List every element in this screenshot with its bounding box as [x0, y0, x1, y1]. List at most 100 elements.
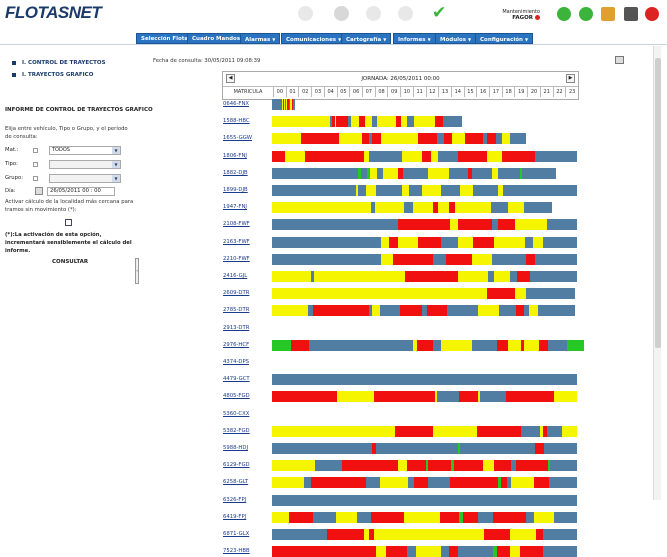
vehicle-plate-link[interactable]: 1947-FNJ [223, 204, 247, 211]
menu-item-7[interactable]: Configuración ▼ [475, 33, 534, 44]
next-day-button[interactable]: ▶ [566, 74, 575, 83]
vehicle-select[interactable]: TODOS ▼ [49, 146, 121, 155]
forward-arrow-icon[interactable] [579, 7, 593, 21]
timeline-segment [272, 443, 373, 454]
mail-icon[interactable] [334, 6, 349, 21]
scrollbar[interactable] [653, 46, 661, 500]
group-select[interactable]: ▼ [49, 174, 121, 183]
timeline-bar[interactable] [272, 339, 584, 351]
timeline-bar[interactable] [272, 511, 578, 523]
vehicle-plate-link[interactable]: 2609-DTR [223, 290, 250, 297]
vehicle-plate-link[interactable]: 0646-FNX [223, 101, 250, 107]
power-icon[interactable] [645, 7, 659, 21]
type-select[interactable]: ▼ [49, 160, 121, 169]
timeline-segment [301, 133, 340, 145]
timeline-bar[interactable] [272, 443, 578, 454]
timeline-bar[interactable] [272, 219, 578, 231]
vehicle-plate-link[interactable]: 5988-HDJ [223, 445, 249, 451]
timeline-segment [471, 339, 498, 351]
vehicle-plate-link[interactable]: 1806-FNJ [223, 152, 247, 159]
vehicle-plate-link[interactable]: 2163-FWF [223, 238, 250, 245]
timeline-bar[interactable] [272, 133, 577, 145]
menu-item-5[interactable]: Informes ▼ [393, 33, 436, 44]
timeline-bar[interactable] [272, 271, 578, 282]
timeline-bar[interactable] [272, 288, 577, 300]
vehicle-plate-link[interactable]: 2210-FWF [223, 255, 250, 262]
timeline-bar[interactable] [272, 460, 578, 472]
vehicle-plate-link[interactable]: 6258-GLT [223, 479, 249, 486]
timeline-bar[interactable] [272, 150, 578, 162]
timeline-segment [381, 133, 419, 145]
print-icon[interactable] [624, 7, 638, 21]
toolbar-circle-icon[interactable] [298, 6, 313, 21]
vehicle-radio[interactable] [33, 148, 38, 153]
toolbar-circle-icon[interactable] [398, 6, 413, 21]
vehicle-plate-link[interactable]: 4479-GCT [223, 376, 250, 383]
vehicle-plate-link[interactable]: 2913-DTR [223, 324, 250, 331]
vehicle-plate-link[interactable]: 7523-HBB [223, 548, 250, 555]
scrollbar-thumb[interactable] [655, 58, 661, 348]
toolbar-circle-icon[interactable] [366, 6, 381, 21]
vehicle-plate-link[interactable]: 4374-DPS [223, 359, 250, 365]
timeline-segment [376, 185, 402, 196]
consult-button[interactable]: CONSULTAR [52, 259, 89, 265]
vehicle-plate-link[interactable]: 6129-FGD [223, 462, 250, 469]
timeline-bar[interactable] [272, 253, 578, 265]
timeline-bar[interactable] [272, 494, 578, 506]
prev-day-button[interactable]: ◀ [226, 74, 235, 83]
timeline-bar[interactable] [272, 408, 578, 420]
print-report-icon[interactable] [615, 56, 624, 64]
menu-item-0[interactable]: Selección Flota [136, 33, 194, 44]
timeline-bar[interactable] [272, 185, 578, 196]
timeline-bar[interactable] [272, 305, 577, 317]
check-icon[interactable]: ✔ [432, 3, 447, 23]
timeline-bar[interactable] [272, 322, 578, 334]
group-radio[interactable] [33, 176, 38, 181]
timeline-segment [395, 425, 434, 437]
menu-item-4[interactable]: Cartografía ▼ [341, 33, 392, 44]
timeline-bar[interactable] [272, 477, 578, 489]
collapse-handle[interactable]: ‹ [135, 258, 139, 284]
menu-item-6[interactable]: Módulos ▼ [435, 33, 477, 44]
activate-checkbox[interactable] [65, 219, 72, 226]
chevron-down-icon: ▼ [383, 37, 387, 42]
vehicle-plate-link[interactable]: 5382-FGD [223, 427, 250, 434]
timeline-bar[interactable] [272, 236, 578, 248]
timeline-segment [418, 236, 442, 248]
vehicle-plate-link[interactable]: 2976-HCF [223, 341, 250, 348]
nav-control-trayectos[interactable]: I. CONTROL DE TRAYECTOS [12, 60, 106, 66]
vehicle-plate-link[interactable]: 2785-DTR [223, 307, 250, 314]
nav-trayectos-grafico[interactable]: I. TRAYECTOS GRAFICO [12, 72, 93, 78]
back-arrow-icon[interactable] [557, 7, 571, 21]
menu-item-3[interactable]: Comunicaciones ▼ [281, 33, 347, 44]
vehicle-plate-link[interactable]: 6419-FPJ [223, 513, 247, 520]
vehicle-plate-link[interactable]: 4805-FGD [223, 393, 250, 400]
timeline-segment [547, 339, 568, 351]
vehicle-plate-link[interactable]: 1655-GGW [223, 135, 253, 142]
modules-icon[interactable] [601, 7, 615, 21]
vehicle-plate-link[interactable]: 1588-HBC [223, 118, 250, 125]
timeline-bar[interactable] [272, 202, 577, 214]
timeline-bar[interactable] [272, 546, 578, 557]
date-input[interactable]: 26/05/2011 00 : 00 [47, 187, 115, 196]
type-radio[interactable] [33, 162, 38, 167]
vehicle-plate-link[interactable]: 2108-FWF [223, 221, 250, 228]
vehicle-plate-link[interactable]: 2416-GJL [223, 273, 248, 279]
vehicle-plate-link[interactable]: 5360-CXX [223, 410, 250, 417]
menu-item-2[interactable]: Alarmas ▼ [240, 33, 281, 44]
timeline-segment [386, 546, 407, 557]
timeline-bar[interactable] [272, 99, 577, 110]
timeline-segment [546, 219, 578, 231]
calendar-icon[interactable] [35, 187, 43, 195]
timeline-bar[interactable] [272, 357, 578, 368]
timeline-bar[interactable] [272, 116, 577, 128]
timeline-bar[interactable] [272, 529, 578, 540]
timeline-bar[interactable] [272, 167, 577, 179]
vehicle-plate-link[interactable]: 1882-DJB [223, 169, 248, 176]
menu-item-1[interactable]: Cuadro Mandos [187, 33, 246, 44]
timeline-bar[interactable] [272, 391, 578, 403]
vehicle-plate-link[interactable]: 1899-DJB [223, 187, 248, 193]
timeline-bar[interactable] [272, 425, 578, 437]
timeline-bar[interactable] [272, 374, 578, 386]
vehicle-plate-link[interactable]: 6871-GLX [223, 531, 250, 537]
